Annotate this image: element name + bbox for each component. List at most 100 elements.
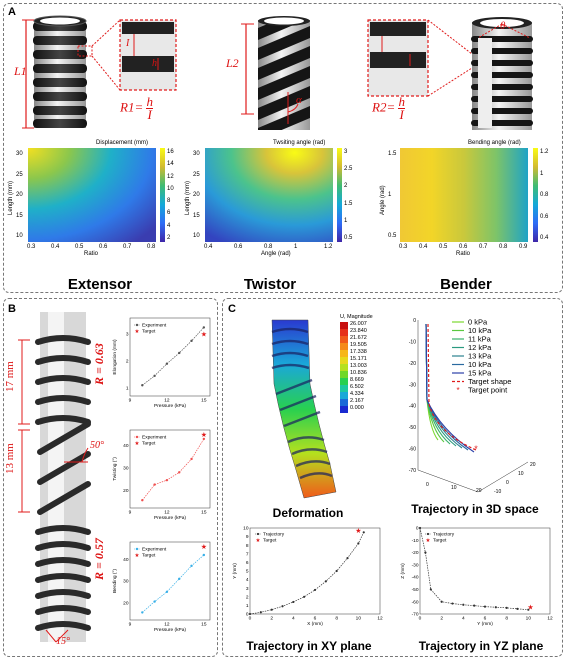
colorbar-tick: 2 [167,235,171,241]
legend-marker: ★ [425,537,430,544]
data-point [440,600,443,603]
y-tick-label: 2 [246,594,249,600]
colorbar-tick: 1 [344,217,348,224]
x-axis-label: Y (mm) [477,621,493,627]
x-axis-label: Pressure (kPa) [154,515,186,521]
heatmap-title: Twsiting angle (rad) [273,140,326,146]
y-axis-label: Length (mm) [185,180,191,215]
panel-c [222,298,563,657]
heatmaps [28,148,538,242]
x-tick-label: 0.3 [27,244,36,250]
fem-legend-swatch [340,343,348,350]
z-tick-label: -60 [409,447,416,453]
legend-marker [135,435,139,439]
label-h-ext: h [152,58,157,69]
data-point [165,478,169,482]
data-point [178,351,181,355]
y-tick-label: -60 [412,599,419,605]
y-tick-label: 6 [246,560,249,566]
x-tick-label: 8 [505,616,508,622]
legend-label: Experiment [142,323,167,329]
colorbar-tick: 10 [167,185,174,192]
target-point-marker: * [474,444,478,454]
plot-frame [129,317,211,397]
data-point [346,557,349,560]
y-tick-label: -10 [412,538,419,544]
x-tick-label: 10 [526,616,532,622]
colorbar-tick: 3 [344,149,348,155]
fem-legend-value: 4.334 [350,391,364,397]
data-point [429,588,432,591]
x-tick-label: 0.7 [479,244,488,250]
legend-marker [426,532,430,536]
panel-b [3,298,218,657]
data-point [202,437,206,441]
y-tick-label: 0 [246,612,249,618]
formula-r1-num: h [146,94,153,109]
title-extensor: Extensor [67,276,133,293]
y-axis-label: Z (mm) [400,563,406,579]
y-tick-label: 0 [506,480,509,486]
legend-marker: ★ [134,440,139,447]
y-axis [477,461,529,493]
x-tick-label: 0.3 [399,244,408,250]
colorbar-tick: 0.6 [540,213,549,220]
y-tick-label: 4 [246,577,249,583]
fem-legend-value: 26.007 [350,321,367,327]
fem-legend-value: 0.000 [350,405,364,411]
colorbar-tick: 6 [167,210,171,217]
data-point [270,608,273,611]
y-tick-label: 1 [388,192,392,198]
legend-label: Trajectory [263,532,285,538]
data-point [190,339,193,343]
legend-label: 10 kPa [468,360,492,369]
y-tick-label: 25 [193,171,200,178]
y-axis-label: Y (mm) [232,563,238,579]
title-bender: Bender [440,276,492,293]
ratio-r063: R = 0.63 [92,343,106,385]
data-point [141,499,144,502]
y-axis-label: Twisting (°) [112,457,118,481]
x-tick-label: 8 [335,616,338,622]
fem-legend-value: 8.669 [350,377,364,383]
x-tick-label: 15 [201,398,207,404]
data-point [178,577,181,581]
x-tick-label: 12 [164,510,170,516]
y-tick-label: 30 [123,579,129,585]
y-axis-label: Angle (rad) [380,185,386,215]
heatmap-title: Bending angle (rad) [468,140,521,146]
legend-marker: ★ [255,537,260,544]
fem-legend-swatch [340,392,348,399]
fem-legend-value: 17.338 [350,349,367,355]
bender-illustration [367,17,533,130]
x-tick-label: 12 [547,616,553,622]
data-point [451,602,454,605]
x-tick-label: 6 [484,616,487,622]
y-tick-label: 7 [246,551,249,557]
data-point [357,542,360,545]
y-tick-label: 30 [193,151,200,157]
data-point [303,595,306,598]
x-tick-label: 0.8 [264,244,273,250]
legend-label: Target [142,553,156,559]
y-tick-label: -70 [412,612,419,618]
legend-marker [256,532,260,536]
extensor-illustration [22,15,177,129]
x-tick-label: 0 [426,482,429,488]
fem-legend-value: 21.672 [350,335,367,341]
x-tick-label: 0 [249,616,252,622]
heatmap-extensor [28,148,156,242]
dim-13mm: 13 mm [4,443,16,474]
formula-r2-den: I [399,107,404,122]
label-l2: L2 [226,56,239,70]
y-tick-label: 20 [123,600,129,606]
fem-legend-swatch [340,357,348,364]
fem-legend-swatch [340,336,348,343]
trajectory-3d: 0 -10 -20 -30 -40 -50 -60 -70 0 10 20 20 10 0 -10 * 0 kP… [409,318,536,496]
colorbar-extensor [160,148,165,242]
x-tick-label: 0.6 [99,244,108,250]
data-point [362,531,365,534]
legend-label: 13 kPa [468,352,492,361]
x-tick-label: 0.7 [123,244,132,250]
z-tick-label: -50 [409,425,416,431]
